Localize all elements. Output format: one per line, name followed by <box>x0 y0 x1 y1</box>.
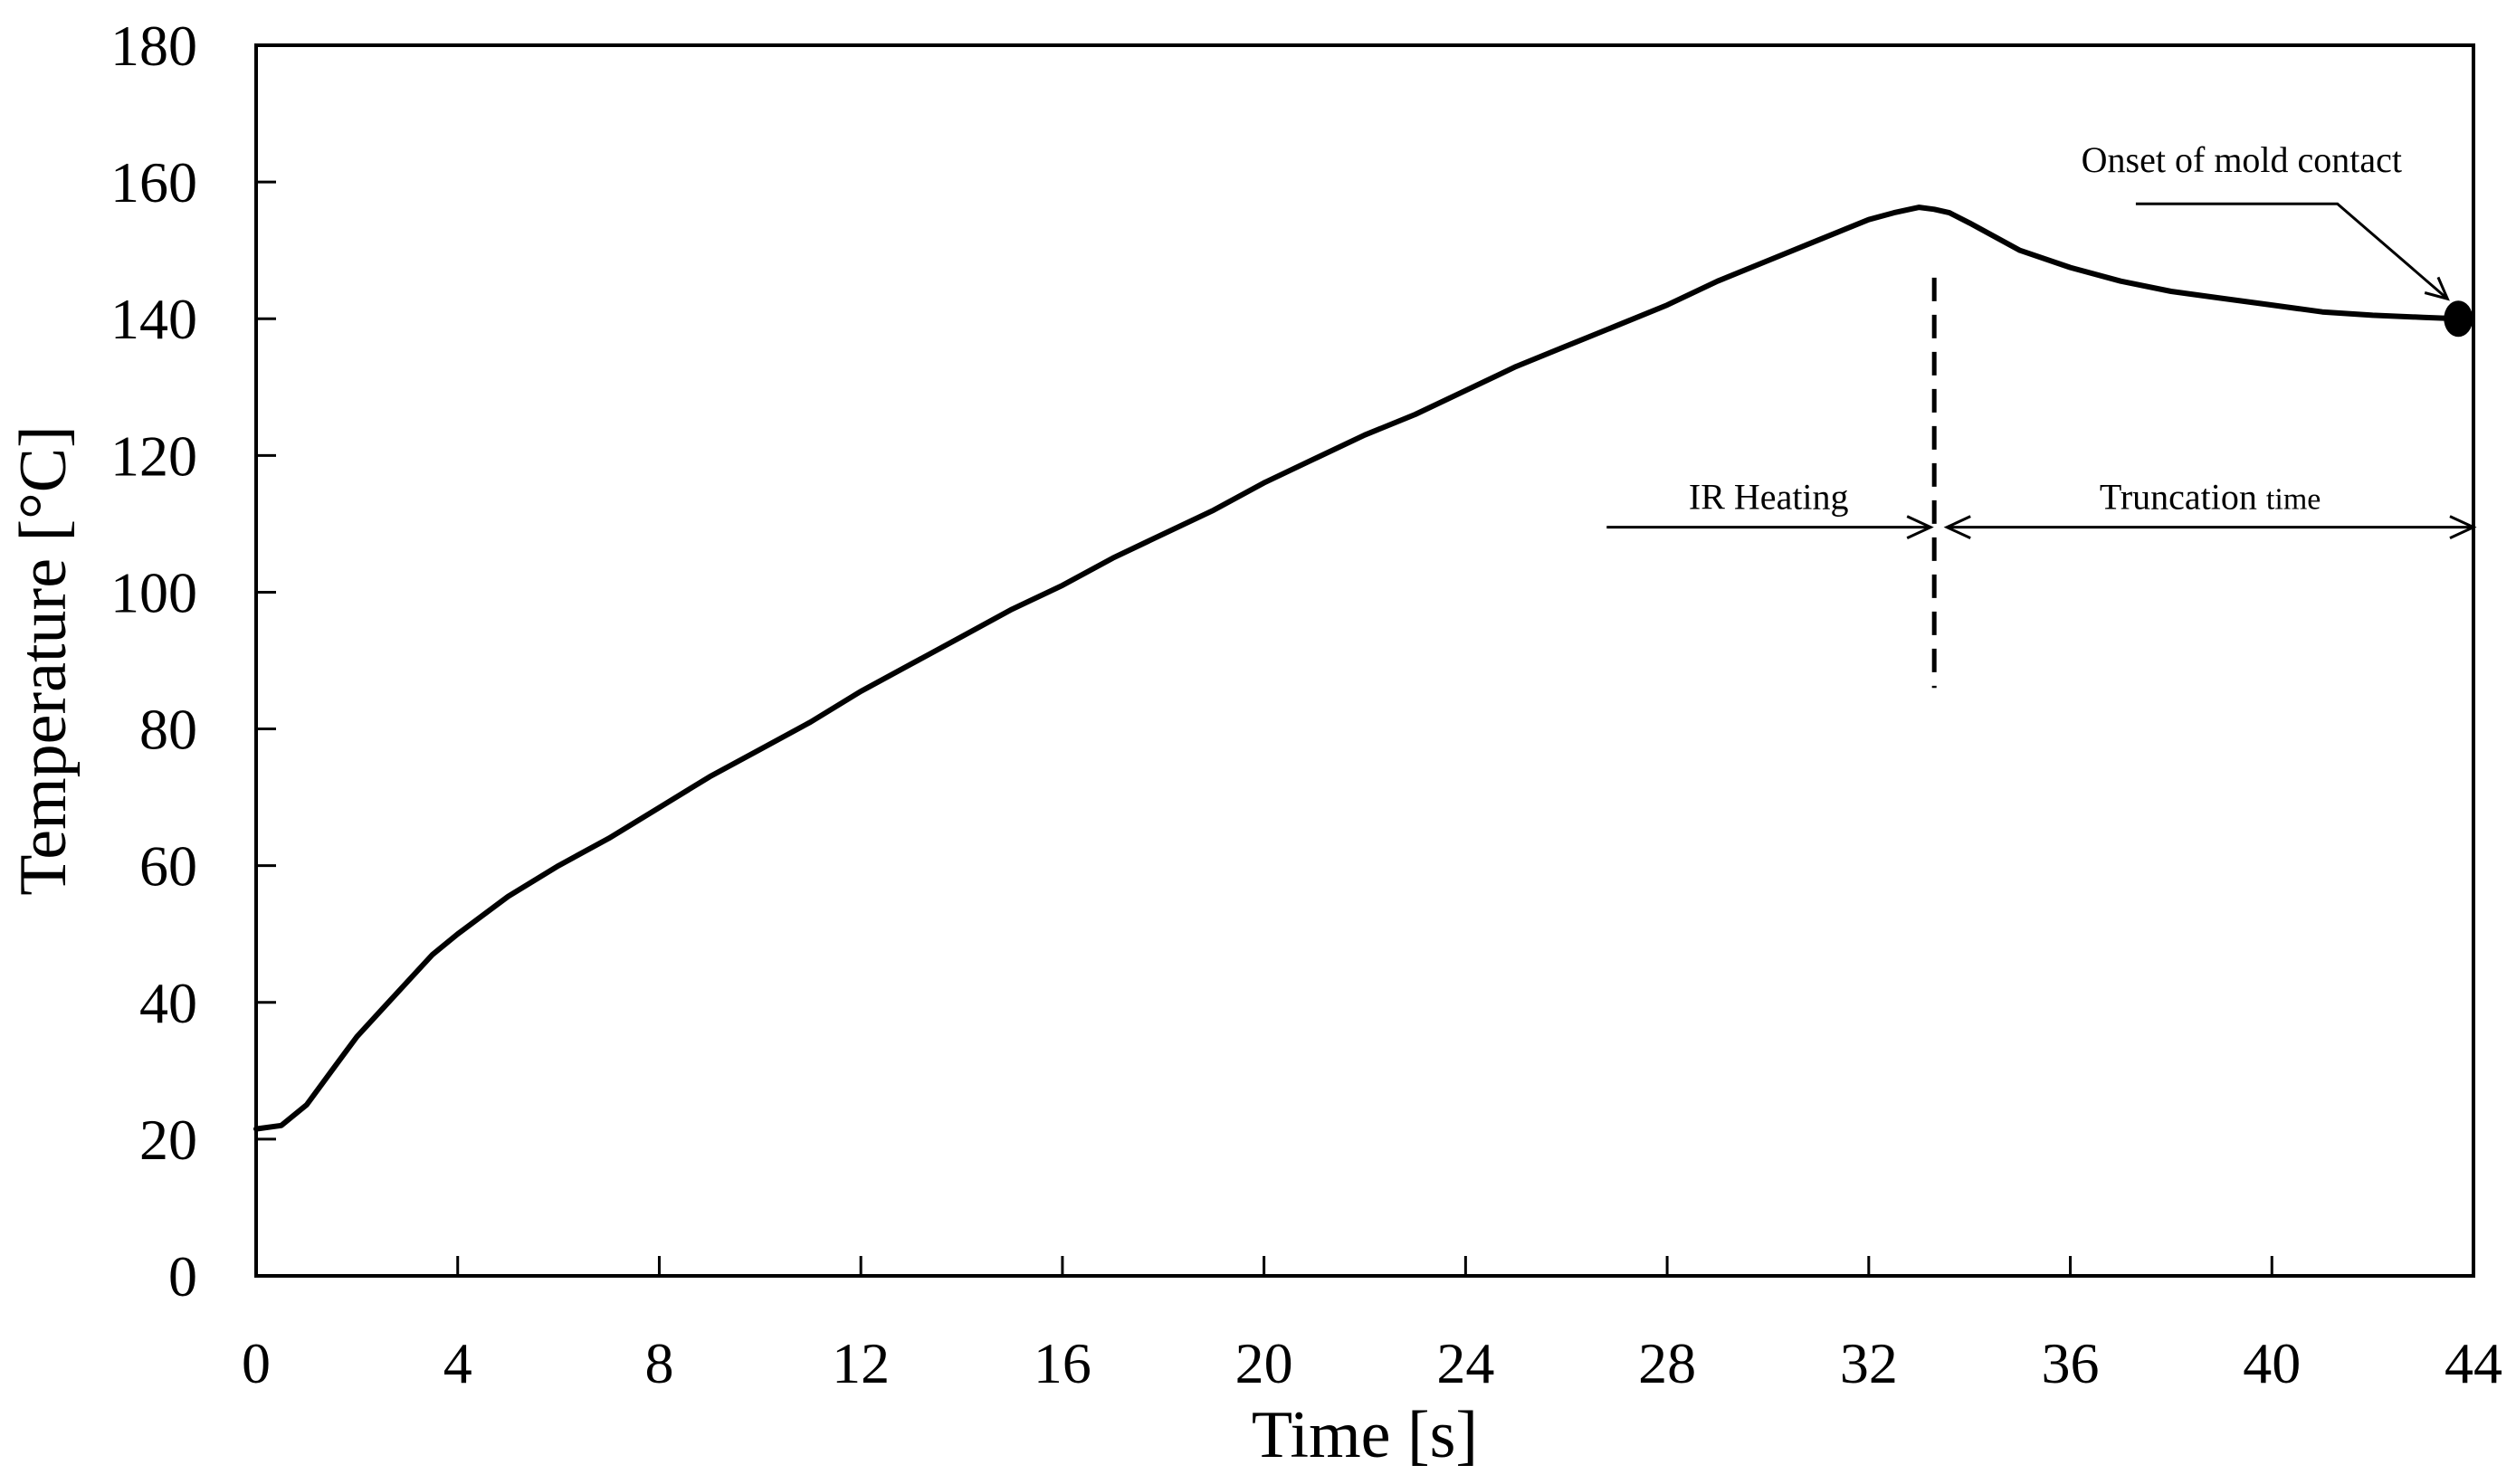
y-axis-ticks <box>256 43 276 1278</box>
x-axis-ticks <box>254 1256 2475 1276</box>
onset-pointer-line <box>2135 202 2449 300</box>
x-tick-label-1: 4 <box>443 1331 472 1395</box>
y-tick-label-2: 40 <box>139 971 197 1035</box>
x-tick-label-5: 20 <box>1235 1331 1293 1395</box>
truncation-label-main: Truncation <box>2100 477 2257 518</box>
onset-marker-point <box>2444 300 2473 338</box>
y-tick-label-8: 160 <box>110 150 197 214</box>
x-tick-label-0: 0 <box>242 1331 271 1395</box>
x-tick-label-10: 40 <box>2243 1331 2301 1395</box>
x-tick-label-2: 8 <box>644 1331 673 1395</box>
y-tick-label-9: 180 <box>110 14 197 78</box>
y-tick-label-6: 120 <box>110 423 197 488</box>
onset-of-mold-contact-label: Onset of mold contact <box>2082 139 2402 180</box>
x-tick-label-6: 24 <box>1436 1331 1494 1395</box>
y-tick-label-4: 80 <box>139 698 197 762</box>
truncation-time-label: Truncation time <box>2100 477 2321 518</box>
truncation-time-arrowhead-right <box>2449 515 2477 540</box>
ir-heating-label: IR Heating <box>1689 477 1849 518</box>
x-axis-tick-labels: 0 4 8 12 16 20 24 28 32 36 40 44 <box>242 1331 2502 1395</box>
x-tick-label-4: 16 <box>1034 1331 1091 1395</box>
y-tick-label-0: 0 <box>168 1244 197 1308</box>
onset-pointer-arrowhead <box>2424 276 2450 301</box>
x-tick-label-7: 28 <box>1638 1331 1696 1395</box>
y-axis-title: Temperature [°C] <box>6 425 81 896</box>
x-tick-label-9: 36 <box>2042 1331 2100 1395</box>
y-axis-tick-labels: 0 20 40 60 80 100 120 140 160 180 <box>110 14 197 1308</box>
y-tick-label-1: 20 <box>139 1108 197 1172</box>
x-tick-label-8: 32 <box>1840 1331 1898 1395</box>
series-line-temperature <box>253 205 2462 1132</box>
x-tick-label-3: 12 <box>832 1331 890 1395</box>
y-tick-label-5: 100 <box>110 560 197 624</box>
y-tick-label-7: 140 <box>110 287 197 351</box>
x-axis-title: Time [s] <box>1252 1398 1478 1472</box>
plot-area-frame <box>254 43 2475 1278</box>
truncation-time-arrowhead-left <box>1943 515 1971 540</box>
ir-heating-arrowhead <box>1906 515 1934 540</box>
truncation-label-small: time <box>2266 483 2321 517</box>
x-tick-label-11: 44 <box>2445 1331 2502 1395</box>
y-tick-label-3: 60 <box>139 834 197 899</box>
